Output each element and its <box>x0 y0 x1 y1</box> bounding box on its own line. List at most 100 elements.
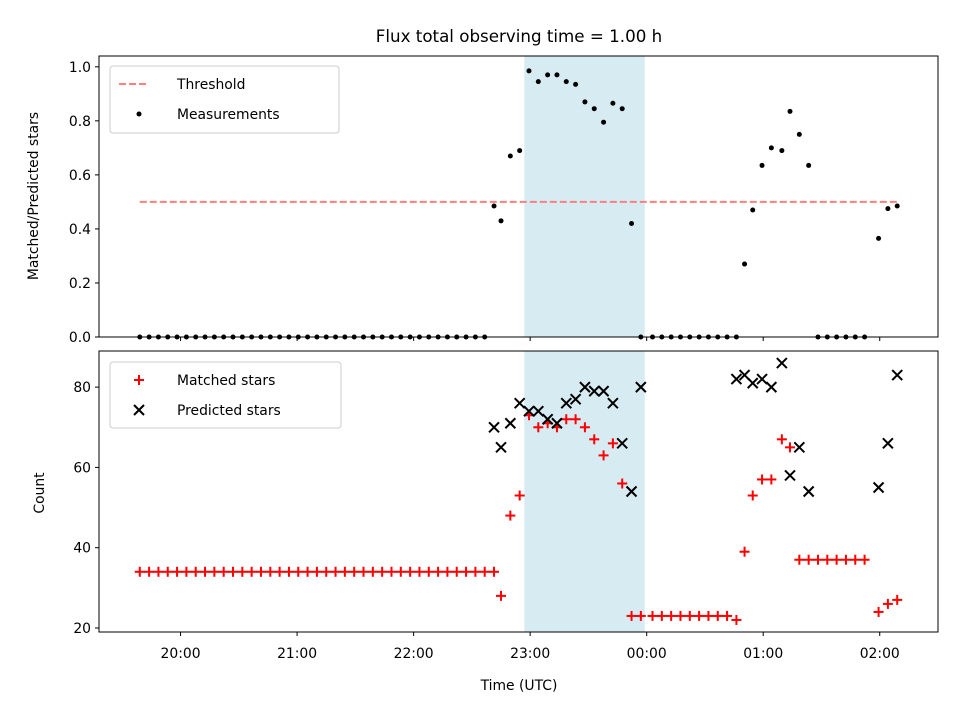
matched-star-point <box>635 610 646 621</box>
matched-star-point <box>850 554 861 565</box>
x-tick-label: 21:00 <box>277 646 317 662</box>
matched-stars-series <box>134 410 903 625</box>
matched-star-point <box>675 610 686 621</box>
measurement-point <box>806 162 812 168</box>
x-tick-label: 20:00 <box>161 646 201 662</box>
bottom-plot-frame <box>98 350 939 633</box>
matched-star-point <box>776 434 787 445</box>
predicted-star-point <box>793 441 806 454</box>
y-tick-label: 60 <box>73 460 91 476</box>
y-tick-label: 40 <box>73 541 91 557</box>
predicted-star-point <box>523 405 535 417</box>
measurement-point <box>517 148 523 154</box>
top-legend: Threshold Measurements <box>109 65 340 134</box>
matched-star-point <box>626 610 637 621</box>
predicted-star-point <box>891 369 903 381</box>
matched-star-point <box>414 566 425 577</box>
matched-star-point <box>712 610 723 621</box>
matched-star-point <box>607 438 618 449</box>
predicted-star-point <box>765 381 778 393</box>
y-tick-label: 0.2 <box>69 276 91 292</box>
measurement-point <box>610 100 616 106</box>
predicted-star-point <box>802 485 815 498</box>
matched-star-point <box>570 414 581 425</box>
matched-star-point <box>747 490 758 501</box>
measurement-point <box>491 203 497 209</box>
measurement-point <box>582 99 588 105</box>
measurement-point <box>591 106 597 112</box>
predicted-star-point <box>756 373 768 385</box>
matched-star-point <box>812 554 823 565</box>
matched-star-point <box>822 554 833 565</box>
matched-star-point <box>395 566 406 577</box>
matched-star-point <box>470 566 481 577</box>
measurement-point <box>526 68 532 74</box>
measurement-point <box>619 106 625 112</box>
legend-plus-marker <box>134 375 144 385</box>
measurement-point <box>601 119 607 125</box>
matched-star-point <box>237 566 248 577</box>
matched-star-point <box>831 554 842 565</box>
matched-star-point <box>617 478 628 489</box>
measurement-point <box>507 153 513 159</box>
predicted-star-point <box>625 485 638 498</box>
predicted-star-point <box>541 413 554 425</box>
matched-star-point <box>246 566 257 577</box>
x-tick-label: 02:00 <box>860 646 900 662</box>
measurement-point <box>787 108 793 114</box>
matched-star-point <box>505 510 516 521</box>
y-tick-label: 80 <box>73 380 91 396</box>
bottom-y-axis-ticks: 20 40 60 80 <box>73 380 99 637</box>
matched-star-point <box>514 490 525 501</box>
matched-star-point <box>694 610 705 621</box>
matched-star-point <box>181 566 192 577</box>
predicted-star-point <box>513 397 526 409</box>
measurement-point <box>535 79 541 85</box>
legend-measurements-swatch <box>136 111 142 117</box>
matched-star-point <box>873 606 884 617</box>
bottom-y-axis-label: Count <box>32 472 48 514</box>
matched-star-point <box>255 566 266 577</box>
matched-star-point <box>882 598 893 609</box>
predicted-star-point <box>776 357 788 369</box>
matched-star-point <box>859 554 870 565</box>
measurement-point <box>629 221 635 227</box>
predicted-star-point <box>730 373 743 385</box>
predicted-star-point <box>488 421 500 433</box>
matched-star-point <box>172 566 183 577</box>
matched-star-point <box>377 566 388 577</box>
matched-star-point <box>731 614 742 625</box>
matched-star-point <box>190 566 201 577</box>
matched-star-point <box>496 590 507 601</box>
matched-star-point <box>479 566 490 577</box>
measurement-point <box>545 72 551 78</box>
matched-star-point <box>647 610 658 621</box>
matched-star-point <box>405 566 416 577</box>
predicted-star-point <box>597 385 610 397</box>
matched-star-point <box>321 566 332 577</box>
legend-threshold-label: Threshold <box>176 77 245 93</box>
matched-star-point <box>367 566 378 577</box>
matched-star-point <box>423 566 434 577</box>
y-tick-label: 0.8 <box>69 114 91 130</box>
measurement-point <box>796 131 802 137</box>
measurement-point <box>563 79 569 85</box>
matched-star-point <box>684 610 695 621</box>
x-tick-label: 00:00 <box>627 646 667 662</box>
matched-star-point <box>794 554 805 565</box>
predicted-star-point <box>607 397 619 409</box>
matched-star-point <box>274 566 285 577</box>
top-x-axis-ticks <box>180 337 881 341</box>
predicted-star-point <box>882 437 894 450</box>
matched-star-point <box>666 610 677 621</box>
matched-star-point <box>489 566 500 577</box>
predicted-star-point <box>872 481 885 494</box>
matched-star-point <box>349 566 360 577</box>
measurement-point <box>779 148 785 154</box>
measurement-point <box>554 72 560 78</box>
matched-star-point <box>840 554 851 565</box>
matched-star-point <box>330 566 341 577</box>
matched-star-point <box>739 546 750 557</box>
bottom-legend-box <box>109 361 342 429</box>
